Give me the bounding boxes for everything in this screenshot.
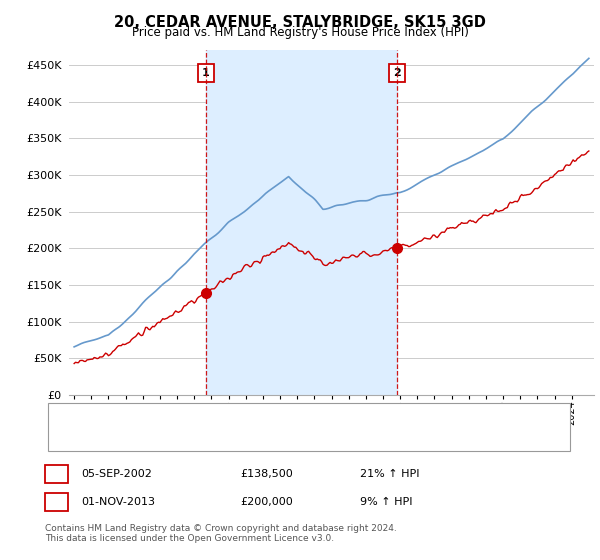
Text: 20, CEDAR AVENUE, STALYBRIDGE, SK15 3GD: 20, CEDAR AVENUE, STALYBRIDGE, SK15 3GD: [114, 15, 486, 30]
Text: £138,500: £138,500: [240, 469, 293, 479]
Text: Price paid vs. HM Land Registry's House Price Index (HPI): Price paid vs. HM Land Registry's House …: [131, 26, 469, 39]
Text: 2: 2: [53, 497, 60, 507]
Text: 01-NOV-2013: 01-NOV-2013: [81, 497, 155, 507]
Text: 1: 1: [202, 68, 209, 78]
Text: HPI: Average price, detached house, Tameside: HPI: Average price, detached house, Tame…: [93, 432, 335, 442]
Text: £200,000: £200,000: [240, 497, 293, 507]
Text: This data is licensed under the Open Government Licence v3.0.: This data is licensed under the Open Gov…: [45, 534, 334, 543]
Text: 05-SEP-2002: 05-SEP-2002: [81, 469, 152, 479]
Text: 2: 2: [394, 68, 401, 78]
Text: Contains HM Land Registry data © Crown copyright and database right 2024.: Contains HM Land Registry data © Crown c…: [45, 524, 397, 533]
Bar: [206, 50, 397, 395]
Text: 20, CEDAR AVENUE, STALYBRIDGE, SK15 3GD (detached house): 20, CEDAR AVENUE, STALYBRIDGE, SK15 3GD …: [93, 412, 424, 422]
Text: 1: 1: [53, 469, 60, 479]
Text: 9% ↑ HPI: 9% ↑ HPI: [360, 497, 413, 507]
Text: 21% ↑ HPI: 21% ↑ HPI: [360, 469, 419, 479]
